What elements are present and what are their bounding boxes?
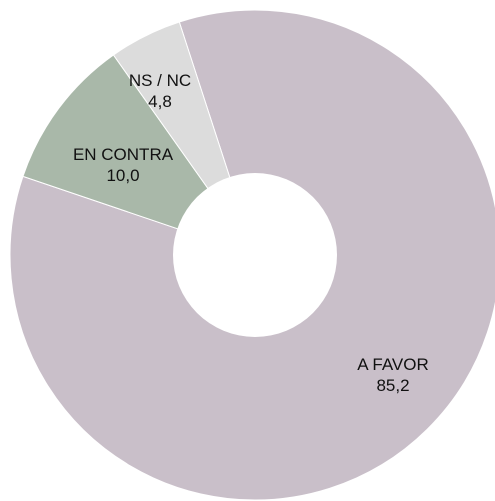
label-a-favor-category: A FAVOR bbox=[357, 355, 429, 374]
slice-labels: A FAVOR 85,2 EN CONTRA 10,0 NS / NC 4,8 bbox=[73, 71, 429, 395]
label-en-contra-category: EN CONTRA bbox=[73, 145, 174, 164]
label-ns-nc-value: 4,8 bbox=[148, 92, 172, 111]
label-a-favor-value: 85,2 bbox=[376, 376, 409, 395]
label-ns-nc-category: NS / NC bbox=[129, 71, 191, 90]
label-en-contra-value: 10,0 bbox=[106, 166, 139, 185]
donut-hole bbox=[173, 173, 337, 337]
